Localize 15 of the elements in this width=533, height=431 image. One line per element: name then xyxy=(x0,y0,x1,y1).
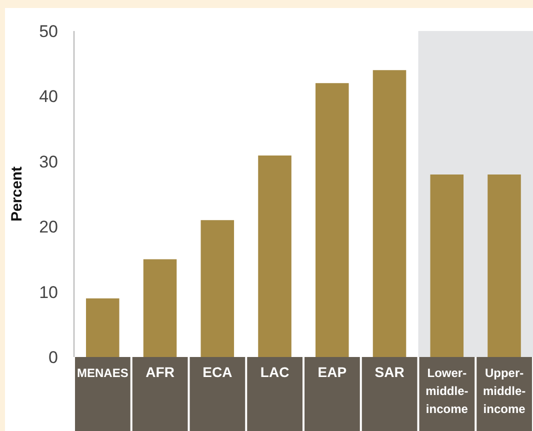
x-tick-label: Upper-middle-income xyxy=(482,366,526,416)
x-tick-label: ECA xyxy=(202,364,232,380)
y-tick-label: 10 xyxy=(39,282,58,302)
y-tick-label: 0 xyxy=(48,348,58,368)
y-tick-label: 30 xyxy=(39,152,58,172)
y-tick-label: 40 xyxy=(39,87,58,106)
x-tick-label: SAR xyxy=(374,364,404,380)
x-tick-label: AFR xyxy=(146,364,174,380)
y-tick-label: 20 xyxy=(39,218,58,237)
y-axis-title: Percent xyxy=(8,166,26,222)
x-tick-label: MENAES xyxy=(77,366,128,380)
y-tick-label: 50 xyxy=(39,22,58,42)
x-tick-label: LAC xyxy=(260,364,290,380)
x-tick-label: EAP xyxy=(318,364,347,380)
x-tick-label: Lower-middle-income xyxy=(426,366,468,416)
